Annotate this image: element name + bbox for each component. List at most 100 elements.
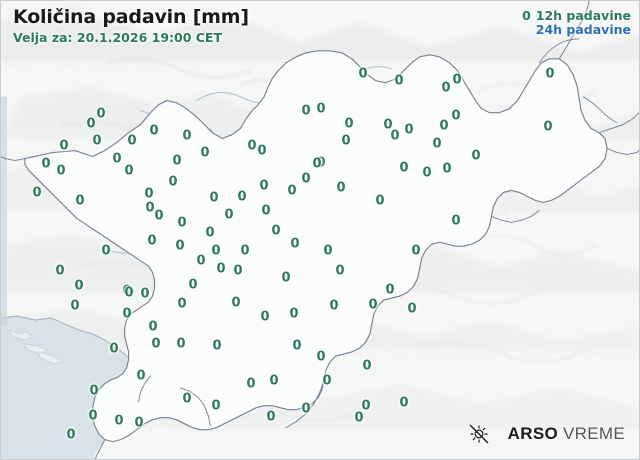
- station-value[interactable]: 0: [361, 398, 371, 414]
- station-value[interactable]: 0: [287, 183, 297, 199]
- station-value[interactable]: 0: [441, 80, 451, 96]
- station-value[interactable]: 0: [66, 427, 76, 443]
- station-value[interactable]: 0: [114, 413, 124, 429]
- station-value[interactable]: 0: [316, 155, 326, 171]
- station-value[interactable]: 0: [200, 145, 210, 161]
- station-value[interactable]: 0: [147, 233, 157, 249]
- station-value[interactable]: 0: [368, 297, 378, 313]
- station-value[interactable]: 0: [89, 383, 99, 399]
- station-value[interactable]: 0: [75, 193, 85, 209]
- station-value[interactable]: 0: [177, 215, 187, 231]
- station-value[interactable]: 0: [124, 163, 134, 179]
- station-value[interactable]: 0: [41, 156, 51, 172]
- station-value[interactable]: 0: [124, 285, 134, 301]
- station-value[interactable]: 0: [172, 153, 182, 169]
- station-value[interactable]: 0: [545, 66, 555, 82]
- station-value[interactable]: 0: [149, 123, 159, 139]
- station-value[interactable]: 0: [451, 213, 461, 229]
- station-value[interactable]: 0: [316, 101, 326, 117]
- station-value[interactable]: 0: [344, 116, 354, 132]
- station-value[interactable]: 0: [358, 66, 368, 82]
- station-value[interactable]: 0: [140, 286, 150, 302]
- station-value[interactable]: 0: [335, 263, 345, 279]
- station-value[interactable]: 0: [55, 263, 65, 279]
- station-value[interactable]: 0: [59, 138, 69, 154]
- station-value[interactable]: 0: [341, 133, 351, 149]
- station-value[interactable]: 0: [323, 243, 333, 259]
- station-value[interactable]: 0: [86, 116, 96, 132]
- station-value[interactable]: 0: [281, 270, 291, 286]
- station-value[interactable]: 0: [196, 253, 206, 269]
- station-value[interactable]: 0: [471, 148, 481, 164]
- station-value[interactable]: 0: [385, 282, 395, 298]
- station-value[interactable]: 0: [322, 373, 332, 389]
- station-value[interactable]: 0: [301, 171, 311, 187]
- station-value[interactable]: 0: [177, 296, 187, 312]
- station-value[interactable]: 0: [188, 277, 198, 293]
- station-value[interactable]: 0: [247, 138, 257, 154]
- station-value[interactable]: 0: [329, 298, 339, 314]
- station-value[interactable]: 0: [176, 336, 186, 352]
- station-value[interactable]: 0: [301, 103, 311, 119]
- station-value[interactable]: 0: [362, 358, 372, 374]
- station-value[interactable]: 0: [246, 376, 256, 392]
- station-value[interactable]: 0: [399, 160, 409, 176]
- station-value[interactable]: 0: [88, 408, 98, 424]
- station-value[interactable]: 0: [224, 207, 234, 223]
- station-value[interactable]: 0: [136, 368, 146, 384]
- station-value[interactable]: 0: [543, 119, 553, 135]
- station-value[interactable]: 0: [259, 178, 269, 194]
- station-value[interactable]: 0: [168, 174, 178, 190]
- station-value[interactable]: 0: [233, 263, 243, 279]
- station-value[interactable]: 0: [407, 301, 417, 317]
- station-value[interactable]: 0: [301, 401, 311, 417]
- station-value[interactable]: 0: [312, 156, 322, 172]
- station-value[interactable]: 0: [231, 295, 241, 311]
- station-value[interactable]: 0: [266, 409, 276, 425]
- station-value[interactable]: 0: [122, 306, 132, 322]
- station-value[interactable]: 0: [134, 415, 144, 431]
- station-value[interactable]: 0: [122, 283, 132, 299]
- station-value[interactable]: 0: [452, 72, 462, 88]
- station-value[interactable]: 0: [112, 151, 122, 167]
- station-value[interactable]: 0: [390, 128, 400, 144]
- station-value[interactable]: 0: [109, 341, 119, 357]
- station-value[interactable]: 0: [383, 117, 393, 133]
- station-value[interactable]: 0: [269, 373, 279, 389]
- station-value[interactable]: 0: [261, 203, 271, 219]
- station-value[interactable]: 0: [144, 186, 154, 202]
- station-value[interactable]: 0: [92, 133, 102, 149]
- station-value[interactable]: 0: [154, 208, 164, 224]
- station-value[interactable]: 0: [56, 163, 66, 179]
- station-value[interactable]: 0: [240, 243, 250, 259]
- station-value[interactable]: 0: [96, 106, 106, 122]
- station-value[interactable]: 0: [404, 122, 414, 138]
- station-value[interactable]: 0: [74, 278, 84, 294]
- station-value[interactable]: 0: [205, 225, 215, 241]
- station-value[interactable]: 0: [290, 236, 300, 252]
- station-value[interactable]: 0: [209, 190, 219, 206]
- station-value[interactable]: 0: [101, 243, 111, 259]
- station-value[interactable]: 0: [182, 128, 192, 144]
- station-value[interactable]: 0: [212, 338, 222, 354]
- station-value[interactable]: 0: [127, 133, 137, 149]
- station-value[interactable]: 0: [32, 185, 42, 201]
- station-value[interactable]: 0: [316, 349, 326, 365]
- station-value[interactable]: 0: [148, 319, 158, 335]
- station-value[interactable]: 0: [145, 200, 155, 216]
- station-value[interactable]: 0: [432, 136, 442, 152]
- station-value[interactable]: 0: [354, 410, 364, 426]
- station-value[interactable]: 0: [216, 261, 226, 277]
- station-value[interactable]: 0: [70, 298, 80, 314]
- station-value[interactable]: 0: [260, 309, 270, 325]
- station-value[interactable]: 0: [292, 338, 302, 354]
- station-value[interactable]: 0: [211, 398, 221, 414]
- station-value[interactable]: 0: [182, 391, 192, 407]
- station-value[interactable]: 0: [442, 161, 452, 177]
- station-value[interactable]: 0: [289, 306, 299, 322]
- station-value[interactable]: 0: [394, 73, 404, 89]
- station-value[interactable]: 0: [175, 238, 185, 254]
- station-value[interactable]: 0: [439, 118, 449, 134]
- station-value[interactable]: 0: [451, 108, 461, 124]
